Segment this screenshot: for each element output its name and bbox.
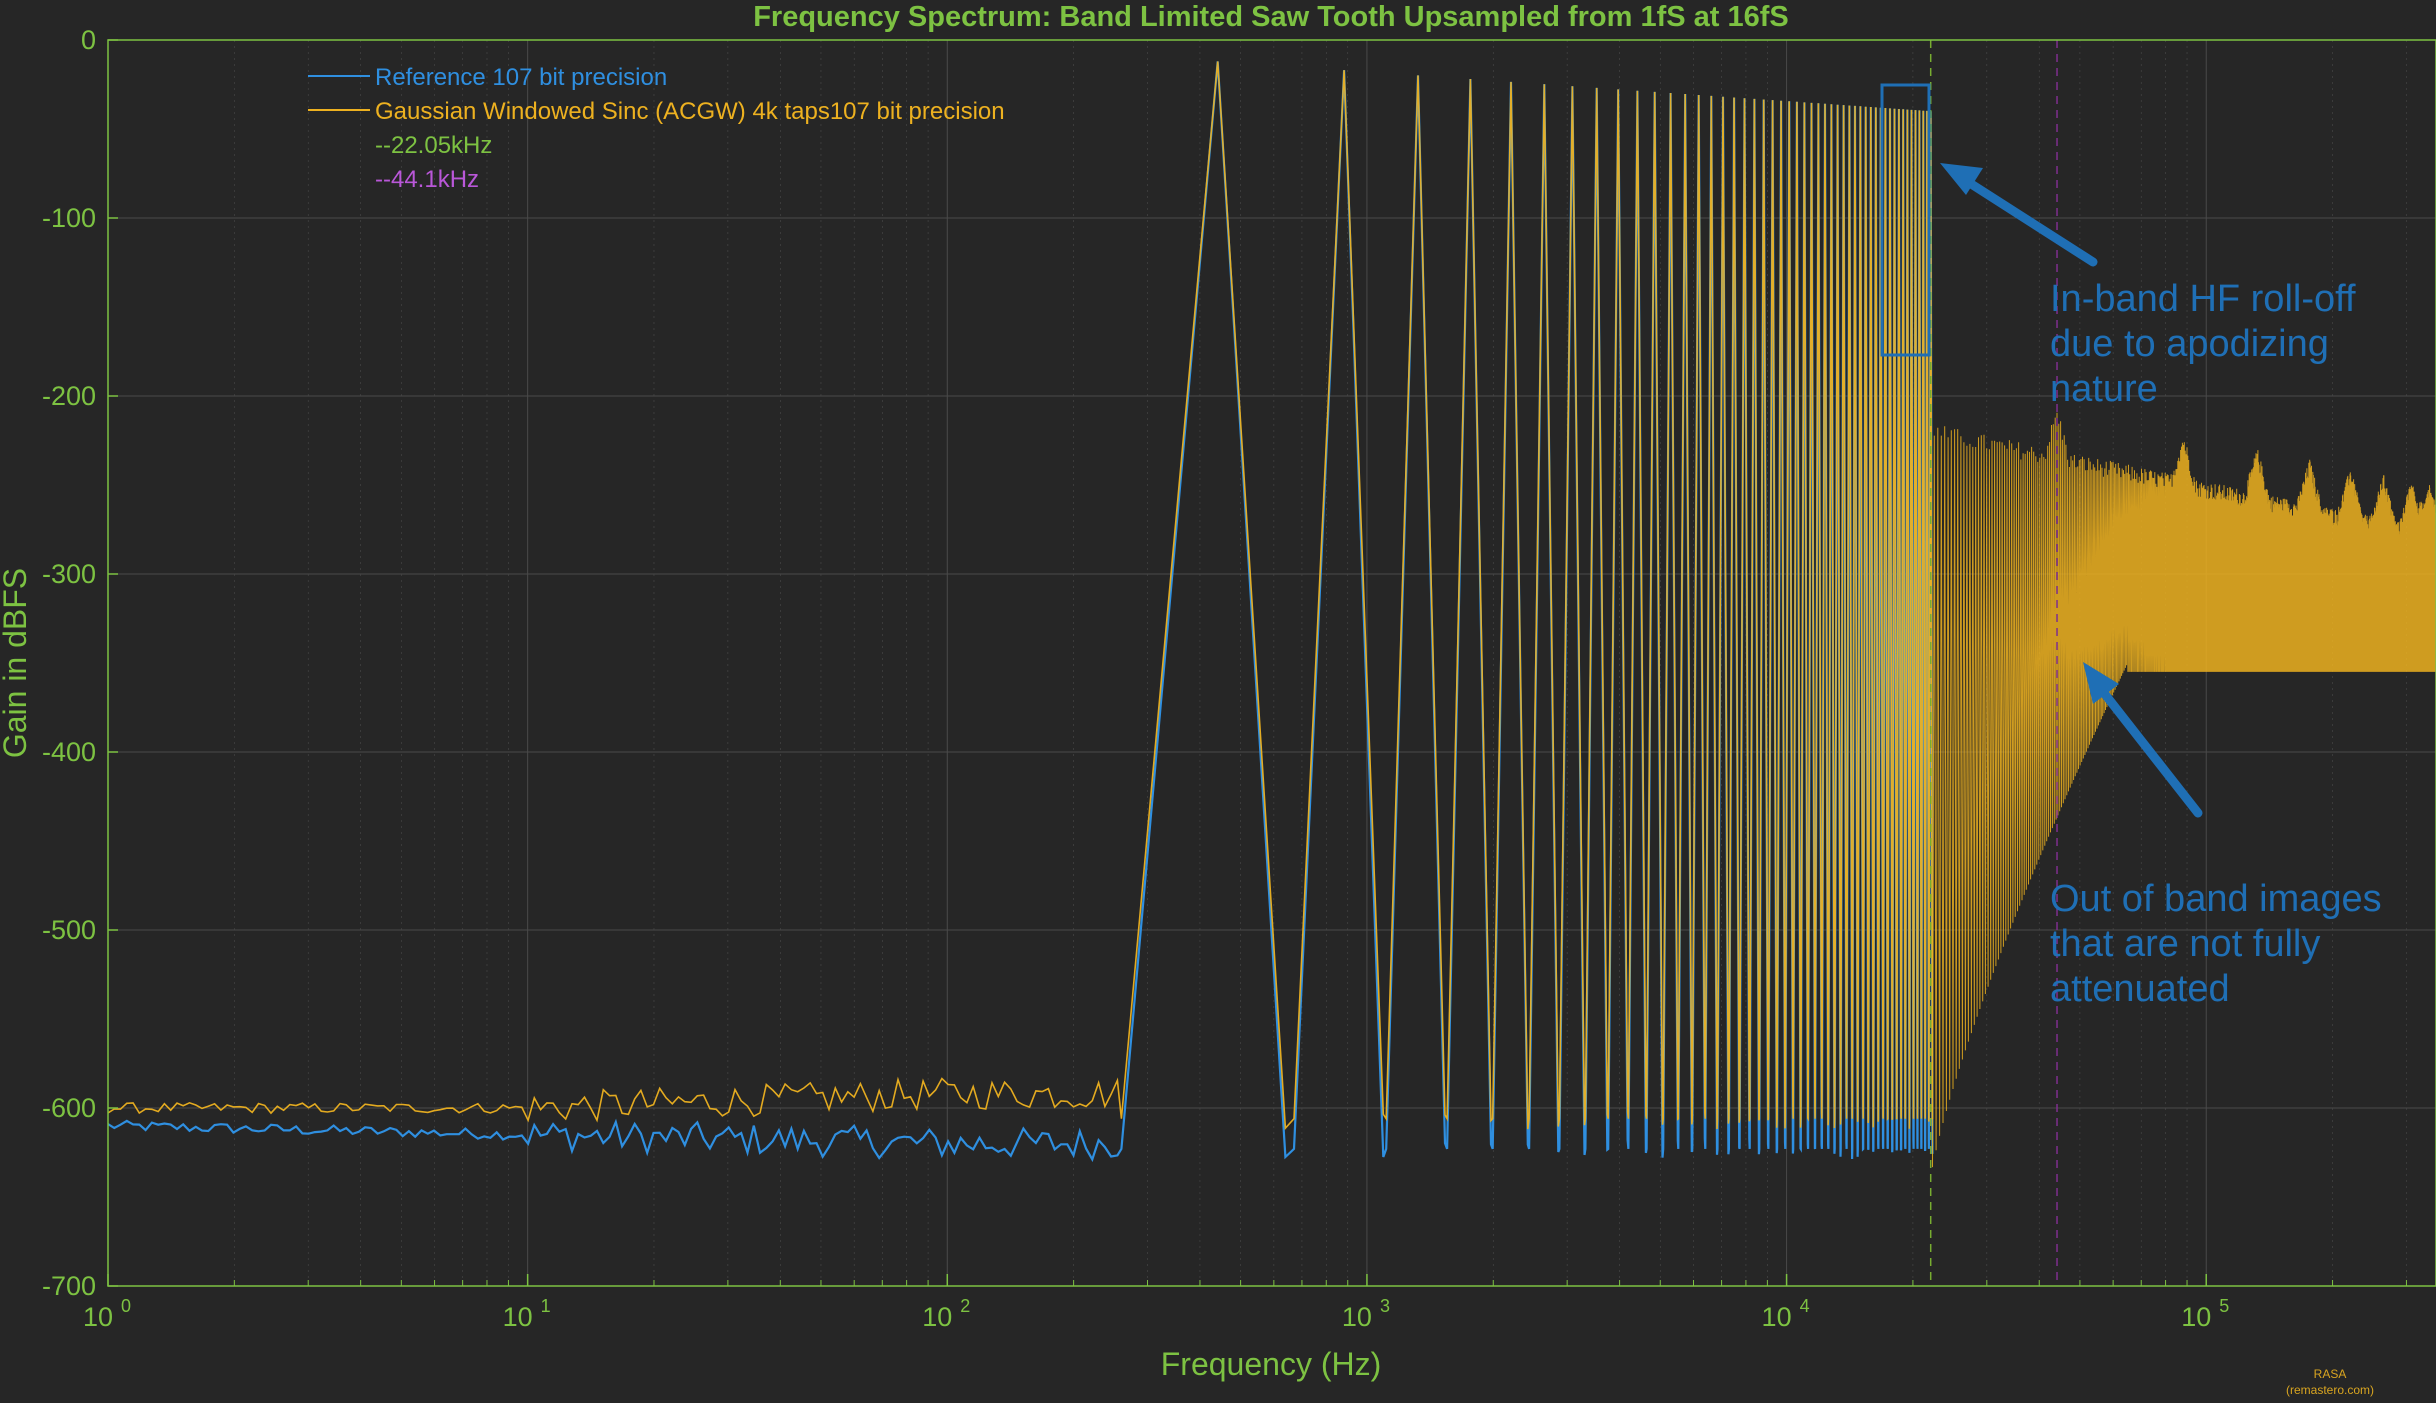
legend-entry-gaussian: Gaussian Windowed Sinc (ACGW) 4k taps107…	[375, 98, 1005, 125]
roll-off-text-line-2: due to apodizing	[2050, 323, 2329, 365]
x-tick-label: 10	[1762, 1302, 1792, 1332]
chart-title: Frequency Spectrum: Band Limited Saw Too…	[753, 1, 1789, 33]
svg-text:Out of band images that: Out of band images that are not fully at…	[2050, 878, 2392, 1010]
roll-off-arrow-head	[1940, 163, 1983, 195]
x-tick-exponent: 3	[1380, 1296, 1390, 1316]
gaussian-images-band	[1930, 412, 2436, 1168]
y-tick-label: -600	[42, 1093, 96, 1123]
x-tick-exponent: 2	[960, 1296, 970, 1316]
y-tick-label: -100	[42, 203, 96, 233]
images-text-line-1: Out of band images	[2050, 878, 2382, 920]
y-tick-label: -200	[42, 381, 96, 411]
roll-off-highlight-box	[1880, 83, 1931, 357]
credit-line-2: (remastero.com)	[2286, 1383, 2374, 1397]
x-tick-exponent: 1	[541, 1296, 551, 1316]
svg-text:In-band HF roll-off due: In-band HF roll-off due to apodizing nat…	[2050, 278, 2366, 410]
gaussian-series-line	[107, 61, 1934, 1131]
x-axis-label: Frequency (Hz)	[1161, 1346, 1382, 1382]
y-tick-label: -500	[42, 915, 96, 945]
x-tick-label: 10	[922, 1302, 952, 1332]
x-tick-label: 10	[2181, 1302, 2211, 1332]
images-arrow	[2099, 688, 2203, 818]
legend-entry-22khz: --22.05kHz	[375, 132, 492, 159]
x-tick-label: 10	[1342, 1302, 1372, 1332]
roll-off-text-line-1: In-band HF roll-off	[2050, 278, 2356, 320]
legend: Reference 107 bit precision Gaussian Win…	[308, 64, 1005, 193]
images-arrow-head	[2083, 662, 2119, 704]
y-tick-label: -400	[42, 737, 96, 767]
legend-entry-reference: Reference 107 bit precision	[375, 64, 667, 91]
y-tick-label: 0	[81, 25, 96, 55]
x-axis: 10 0 10 1 10 2 10 3 10 4 10 5	[83, 1274, 2407, 1332]
y-axis-label: Gain in dBFS	[0, 568, 33, 758]
x-tick-label: 10	[83, 1302, 113, 1332]
images-text-line-2: that are not fully	[2050, 923, 2320, 965]
x-tick-label: 10	[503, 1302, 533, 1332]
roll-off-text-line-3: nature	[2050, 368, 2158, 410]
credit-line-1: RASA	[2314, 1367, 2347, 1381]
y-tick-label: -300	[42, 559, 96, 589]
y-axis: 0 -100 -200 -300 -400 -500 -600 -700	[42, 25, 118, 1301]
plot-frame	[107, 39, 2436, 1287]
roll-off-arrow	[1960, 175, 2098, 267]
plot-area	[107, 40, 2436, 1286]
y-tick-label: -700	[42, 1271, 96, 1301]
credit: RASA (remastero.com)	[2286, 1367, 2374, 1397]
annotation-roll-off: In-band HF roll-off due to apodizing nat…	[1880, 83, 2366, 410]
x-tick-exponent: 5	[2219, 1296, 2229, 1316]
x-tick-exponent: 4	[1800, 1296, 1810, 1316]
legend-entry-44khz: --44.1kHz	[375, 166, 479, 193]
annotation-images: Out of band images that are not fully at…	[2050, 662, 2392, 1010]
images-text-line-3: attenuated	[2050, 968, 2230, 1010]
x-tick-exponent: 0	[121, 1296, 131, 1316]
